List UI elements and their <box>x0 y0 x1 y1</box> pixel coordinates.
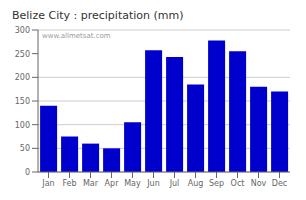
svg-text:Jan: Jan <box>41 179 54 188</box>
svg-text:150: 150 <box>15 97 30 106</box>
svg-text:Nov: Nov <box>251 179 267 188</box>
svg-text:100: 100 <box>15 121 30 130</box>
svg-text:Jul: Jul <box>169 179 180 188</box>
svg-text:200: 200 <box>15 73 30 82</box>
svg-text:Oct: Oct <box>231 179 245 188</box>
svg-text:Mar: Mar <box>83 179 99 188</box>
svg-text:Sep: Sep <box>209 179 224 188</box>
svg-text:May: May <box>124 179 141 188</box>
svg-text:Feb: Feb <box>62 179 76 188</box>
svg-text:0: 0 <box>25 168 30 177</box>
svg-text:250: 250 <box>15 50 30 59</box>
html-text:Belize City : precipitation (m: Belize City : precipitation (mm) <box>12 9 184 22</box>
svg-text:Dec: Dec <box>272 179 287 188</box>
svg-text:Jun: Jun <box>146 179 160 188</box>
svg-text:300: 300 <box>15 26 30 35</box>
svg-text:Apr: Apr <box>105 179 120 188</box>
svg-text:Aug: Aug <box>188 179 204 188</box>
svg-text:50: 50 <box>20 144 30 153</box>
html-text:www.allmetsat.com: www.allmetsat.com <box>42 32 111 40</box>
